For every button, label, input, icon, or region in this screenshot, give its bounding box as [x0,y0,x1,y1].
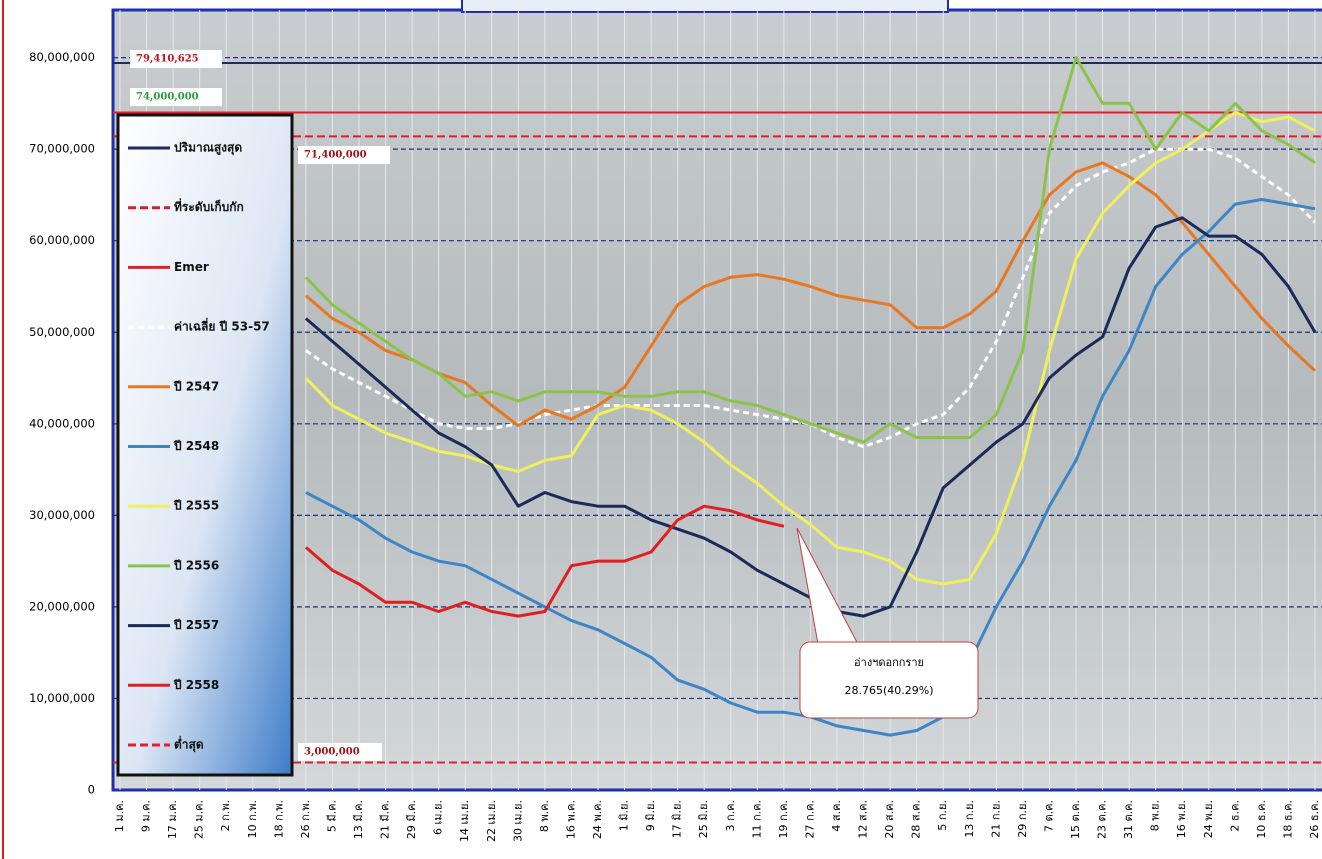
legend-label: ปริมาณสูงสุด [174,141,242,156]
x-tick-label: 6 เม.ย. [432,800,445,835]
page: 1 ม.ค. 9 ม.ค. 17 ม.ค. 25 ม.ค. 2 ก.พ. 10 ก.พ. 1… [0,0,1322,859]
reference-label: 79,410,625 [136,54,199,65]
x-tick-label: 18 ก.พ. [272,800,285,838]
x-tick-label: 21 ก.ย. [989,800,1002,838]
x-tick-label: 9 ม.ค. [140,800,153,832]
x-tick-label: 8 พ.ค. [538,800,551,832]
x-tick-label: 12 ส.ค. [857,800,870,839]
legend-label: ปี 2555 [173,499,219,513]
x-tick-label: 13 ก.ย. [963,800,976,838]
x-tick-label: 2 ธ.ค. [1228,800,1241,832]
y-tick-label: 20,000,000 [29,599,95,613]
legend-label: ค่าเฉลี่ย ปี 53-57 [174,318,270,334]
y-tick-label: 30,000,000 [29,508,95,522]
legend-label: ที่ระดับเก็บกัก [174,198,244,214]
callout-box [800,642,978,718]
legend-label: Emer [174,260,209,274]
x-tick-label: 18 ธ.ค. [1281,800,1294,839]
title-box [462,0,948,12]
x-tick-label: 16 พ.ค. [564,800,577,839]
x-tick-label: 7 ต.ค. [1042,800,1055,832]
x-tick-label: 10 ก.พ. [246,800,259,838]
legend-label: ปี 2556 [173,558,219,572]
plot-area [113,10,1322,790]
x-tick-label: 17 มิ.ย. [671,800,684,838]
callout-text: อ่างฯดอกกราย [854,656,924,669]
x-tick-label: 3 ก.ค. [724,800,737,832]
x-tick-label: 25 มิ.ย. [697,800,710,838]
callout-text: 28.765(40.29%) [844,684,933,697]
x-tick-label: 17 ม.ค. [166,800,179,839]
y-tick-label: 50,000,000 [29,325,95,339]
x-tick-label: 31 ต.ค. [1122,800,1135,839]
x-tick-label: 27 ก.ค. [803,800,816,839]
x-tick-label: 20 ส.ค. [883,800,896,839]
x-tick-label: 8 พ.ย. [1149,800,1162,831]
x-tick-label: 21 มี.ค. [379,800,392,839]
x-tick-label: 11 ก.ค. [750,800,763,839]
x-tick-label: 2 ก.พ. [219,800,232,831]
x-tick-label: 13 มี.ค. [352,800,365,839]
x-tick-label: 30 เม.ย. [511,800,524,842]
x-tick-label: 24 พ.ค. [591,800,604,839]
x-tick-label: 10 ธ.ค. [1255,800,1268,839]
x-tick-label: 25 ม.ค. [193,800,206,839]
legend-label: ปี 2548 [173,439,219,453]
x-tick-label: 23 ต.ค. [1096,800,1109,839]
legend-label: ต่ำสุด [174,736,204,753]
x-tick-label: 26 ธ.ค. [1308,800,1321,839]
x-tick-label: 19 ก.ค. [777,800,790,839]
y-tick-label: 0 [88,783,95,797]
reference-label: 3,000,000 [304,747,360,758]
legend-label: ปี 2558 [173,678,219,692]
y-tick-label: 70,000,000 [29,142,95,156]
x-tick-label: 4 ส.ค. [830,800,843,832]
x-tick-label: 26 ก.พ. [299,800,312,838]
x-tick-label: 29 มี.ค. [405,800,418,839]
reference-label: 74,000,000 [136,92,199,103]
x-tick-label: 1 มิ.ย. [618,800,631,831]
x-tick-label: 28 ส.ค. [910,800,923,839]
x-tick-label: 5 มี.ค. [325,800,338,832]
y-tick-label: 80,000,000 [29,50,95,64]
x-tick-label: 16 พ.ย. [1175,800,1188,838]
legend-label: ปี 2557 [173,618,219,632]
legend-label: ปี 2547 [173,379,219,393]
chart: 1 ม.ค. 9 ม.ค. 17 ม.ค. 25 ม.ค. 2 ก.พ. 10 ก.พ. 1… [0,0,1322,859]
x-tick-label: 1 ม.ค. [113,800,126,832]
x-tick-label: 22 เม.ย. [485,800,498,842]
y-tick-label: 10,000,000 [29,691,95,705]
x-tick-label: 29 ก.ย. [1016,800,1029,838]
x-tick-label: 15 ต.ค. [1069,800,1082,839]
y-tick-label: 40,000,000 [29,416,95,430]
x-tick-label: 24 พ.ย. [1202,800,1215,838]
x-tick-label: 14 เม.ย. [458,800,471,842]
x-tick-label: 9 มิ.ย. [644,800,657,831]
y-tick-label: 60,000,000 [29,233,95,247]
reference-label: 71,400,000 [304,150,367,161]
x-tick-label: 5 ก.ย. [936,800,949,831]
